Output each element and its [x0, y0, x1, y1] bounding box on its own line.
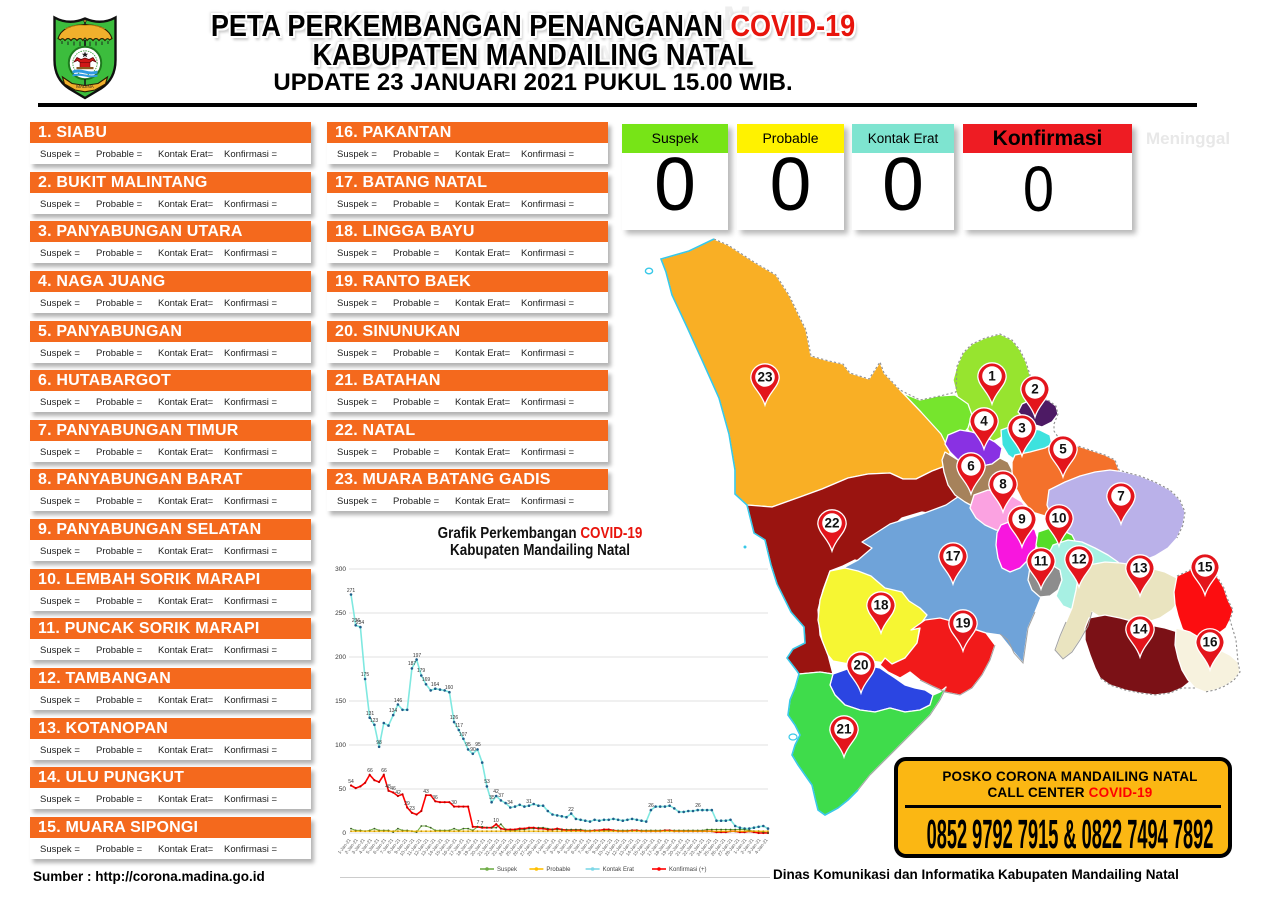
svg-text:MADINA: MADINA — [76, 84, 94, 89]
svg-text:5: 5 — [1059, 442, 1067, 457]
svg-text:197: 197 — [413, 653, 422, 659]
svg-text:50: 50 — [339, 786, 347, 793]
svg-text:179: 179 — [417, 668, 426, 674]
svg-text:18: 18 — [873, 598, 889, 613]
svg-text:271: 271 — [347, 588, 356, 594]
svg-text:31: 31 — [526, 799, 532, 805]
svg-text:10: 10 — [493, 818, 499, 824]
svg-text:29: 29 — [404, 801, 410, 807]
svg-text:146: 146 — [394, 698, 403, 704]
svg-text:Suspek: Suspek — [497, 867, 518, 873]
svg-text:117: 117 — [455, 723, 463, 729]
svg-text:169: 169 — [422, 677, 431, 683]
svg-text:187: 187 — [408, 661, 417, 667]
svg-text:95: 95 — [475, 742, 481, 748]
svg-text:20: 20 — [853, 658, 868, 673]
svg-text:21: 21 — [836, 722, 852, 737]
svg-text:4: 4 — [980, 414, 988, 429]
svg-text:35: 35 — [489, 795, 495, 801]
svg-text:17: 17 — [945, 549, 960, 564]
svg-text:236: 236 — [352, 618, 361, 624]
svg-text:300: 300 — [335, 566, 346, 573]
svg-text:34: 34 — [507, 800, 513, 806]
svg-text:13: 13 — [1132, 561, 1148, 576]
svg-text:42: 42 — [395, 790, 401, 796]
svg-text:9: 9 — [1018, 512, 1026, 527]
svg-text:14: 14 — [1132, 622, 1148, 637]
svg-text:10: 10 — [1051, 511, 1066, 526]
svg-text:175: 175 — [361, 672, 370, 678]
svg-text:30: 30 — [451, 800, 457, 806]
svg-text:46: 46 — [390, 786, 396, 792]
svg-text:95: 95 — [465, 742, 471, 748]
svg-text:66: 66 — [367, 768, 373, 774]
svg-text:3: 3 — [1018, 421, 1026, 436]
svg-text:98: 98 — [376, 740, 382, 746]
svg-text:126: 126 — [450, 715, 459, 721]
svg-text:1: 1 — [988, 369, 996, 384]
svg-text:6: 6 — [967, 459, 975, 474]
svg-text:250: 250 — [335, 610, 346, 617]
svg-text:7: 7 — [477, 820, 480, 826]
svg-text:36: 36 — [432, 795, 438, 801]
svg-text:123: 123 — [370, 718, 379, 724]
svg-text:19: 19 — [955, 616, 970, 631]
svg-text:22: 22 — [568, 807, 574, 813]
svg-text:100: 100 — [335, 742, 346, 749]
svg-text:200: 200 — [335, 654, 346, 661]
svg-text:26: 26 — [695, 803, 701, 809]
svg-text:66: 66 — [381, 768, 387, 774]
svg-text:42: 42 — [493, 789, 499, 795]
svg-text:Kontak Erat: Kontak Erat — [603, 867, 635, 873]
svg-text:26: 26 — [648, 803, 654, 809]
svg-text:164: 164 — [431, 682, 440, 688]
svg-text:23: 23 — [409, 806, 415, 812]
svg-text:Konfirmasi (+): Konfirmasi (+) — [669, 867, 707, 873]
svg-text:134: 134 — [389, 708, 398, 714]
svg-text:48: 48 — [385, 784, 391, 790]
svg-text:Probable: Probable — [546, 867, 571, 873]
svg-text:150: 150 — [335, 698, 346, 705]
svg-text:90: 90 — [470, 747, 476, 753]
svg-text:53: 53 — [484, 779, 490, 785]
svg-text:107: 107 — [459, 732, 468, 738]
svg-text:234: 234 — [356, 620, 365, 626]
svg-text:54: 54 — [348, 779, 354, 785]
svg-text:2: 2 — [1031, 382, 1039, 397]
svg-text:131: 131 — [366, 711, 375, 717]
svg-text:37: 37 — [498, 793, 504, 799]
svg-text:7: 7 — [481, 821, 484, 827]
svg-text:16: 16 — [1202, 635, 1218, 650]
svg-text:15: 15 — [1197, 560, 1213, 575]
svg-text:8: 8 — [999, 477, 1007, 492]
svg-text:31: 31 — [667, 799, 673, 805]
svg-text:7: 7 — [1117, 489, 1125, 504]
svg-text:160: 160 — [445, 685, 454, 691]
svg-text:23: 23 — [757, 370, 773, 385]
svg-text:11: 11 — [1034, 554, 1049, 569]
svg-text:43: 43 — [423, 789, 429, 795]
svg-text:12: 12 — [1071, 552, 1086, 567]
svg-text:22: 22 — [824, 516, 839, 531]
svg-text:0: 0 — [342, 830, 346, 837]
